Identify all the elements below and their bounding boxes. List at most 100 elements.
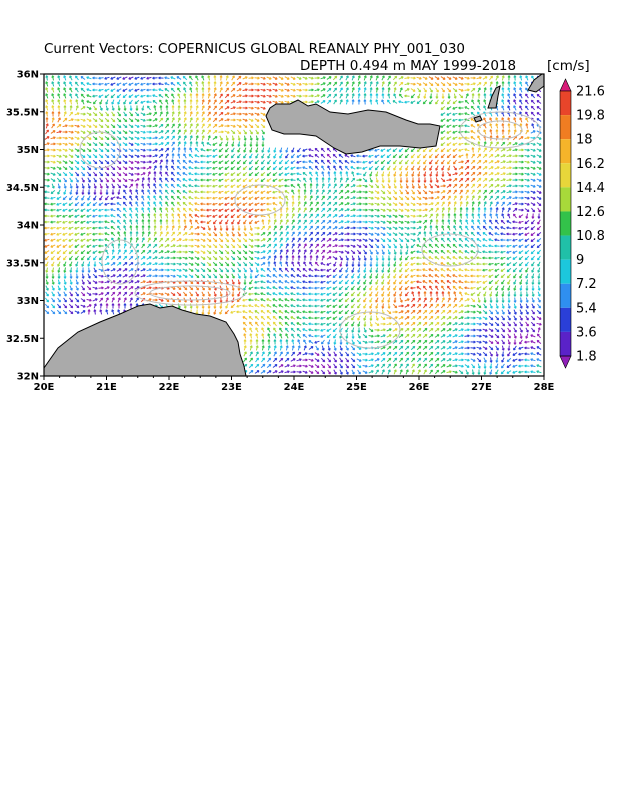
- current-vector: [171, 129, 175, 135]
- current-vector: [146, 130, 152, 134]
- current-vector: [200, 178, 206, 182]
- current-vector: [189, 93, 193, 99]
- current-vector: [51, 81, 55, 87]
- current-vector: [350, 177, 356, 183]
- current-vector: [140, 148, 146, 152]
- current-vector: [501, 135, 505, 141]
- current-vector: [386, 154, 392, 159]
- current-vector: [405, 159, 409, 165]
- current-vector: [128, 118, 134, 123]
- current-vector: [183, 135, 187, 141]
- current-vector: [374, 190, 380, 194]
- current-vector: [201, 141, 205, 147]
- current-vector: [80, 81, 86, 86]
- current-vector: [344, 160, 350, 164]
- current-vector: [260, 178, 266, 182]
- current-vector: [176, 76, 182, 80]
- current-vector: [194, 160, 200, 164]
- current-vector: [177, 117, 181, 123]
- current-vector: [104, 148, 110, 153]
- current-vector: [218, 160, 224, 164]
- current-vector: [447, 165, 451, 171]
- current-vector: [470, 171, 476, 176]
- current-vector: [224, 178, 230, 182]
- current-vector: [278, 172, 284, 176]
- current-vector: [381, 165, 385, 171]
- current-vector: [158, 136, 164, 140]
- current-vector: [464, 159, 470, 165]
- current-vector: [207, 75, 211, 81]
- current-vector: [453, 93, 457, 99]
- current-vector: [368, 166, 374, 171]
- x-tick-label: 24E: [284, 382, 305, 393]
- current-vector: [506, 160, 512, 164]
- current-vector: [494, 154, 500, 158]
- current-vector: [153, 177, 157, 183]
- current-vector: [452, 106, 458, 110]
- current-vector: [189, 87, 193, 93]
- current-vector: [501, 123, 505, 129]
- current-vector: [494, 190, 500, 194]
- current-vector: [399, 159, 403, 165]
- current-vector: [63, 183, 67, 189]
- current-vector: [345, 177, 349, 183]
- current-vector: [326, 93, 332, 99]
- current-vector: [57, 189, 61, 195]
- current-vector: [140, 142, 146, 146]
- current-vector: [429, 165, 433, 171]
- current-vector: [428, 82, 434, 87]
- current-vector: [536, 160, 542, 164]
- current-vector: [92, 142, 98, 146]
- current-vector: [345, 99, 349, 105]
- current-vector: [351, 87, 355, 93]
- current-vector: [477, 99, 481, 105]
- current-vector: [506, 178, 512, 182]
- current-vector: [104, 117, 110, 123]
- current-vector: [422, 99, 428, 105]
- current-vector: [201, 111, 205, 117]
- current-vector: [530, 142, 536, 146]
- current-vector: [159, 189, 163, 195]
- x-tick-label: 23E: [221, 382, 242, 393]
- current-vector: [339, 171, 343, 177]
- current-vector: [92, 82, 98, 86]
- current-vector: [171, 123, 175, 129]
- current-vector: [284, 166, 290, 170]
- colorbar-segment: [560, 331, 571, 356]
- current-vector: [519, 105, 523, 111]
- current-vector: [536, 112, 542, 116]
- x-tick-label: 27E: [471, 382, 492, 393]
- current-vector: [75, 177, 79, 183]
- current-vector: [86, 124, 92, 128]
- current-vector: [236, 118, 242, 122]
- current-vector: [152, 148, 158, 152]
- current-vector: [417, 177, 421, 183]
- current-vector: [476, 159, 482, 164]
- current-vector: [524, 154, 530, 158]
- current-vector: [159, 159, 163, 165]
- current-vector: [530, 99, 536, 105]
- current-vector: [266, 82, 272, 86]
- current-vector: [128, 172, 134, 176]
- current-vector: [44, 184, 50, 188]
- current-vector: [422, 153, 427, 159]
- current-vector: [380, 190, 386, 195]
- current-vector: [248, 94, 254, 98]
- current-vector: [93, 189, 97, 195]
- current-vector: [440, 153, 446, 159]
- current-vector: [98, 76, 104, 80]
- current-vector: [338, 159, 344, 165]
- current-vector: [249, 141, 253, 147]
- current-vector: [206, 154, 212, 158]
- current-vector: [291, 147, 295, 153]
- current-vector: [98, 118, 104, 123]
- current-vector: [314, 154, 320, 158]
- current-vector: [290, 76, 296, 80]
- current-vector: [255, 129, 259, 135]
- current-vector: [116, 166, 122, 171]
- current-vector: [254, 94, 260, 98]
- current-vector: [44, 196, 50, 200]
- current-vector: [459, 189, 463, 195]
- current-vector: [308, 160, 314, 164]
- current-vector: [278, 178, 284, 182]
